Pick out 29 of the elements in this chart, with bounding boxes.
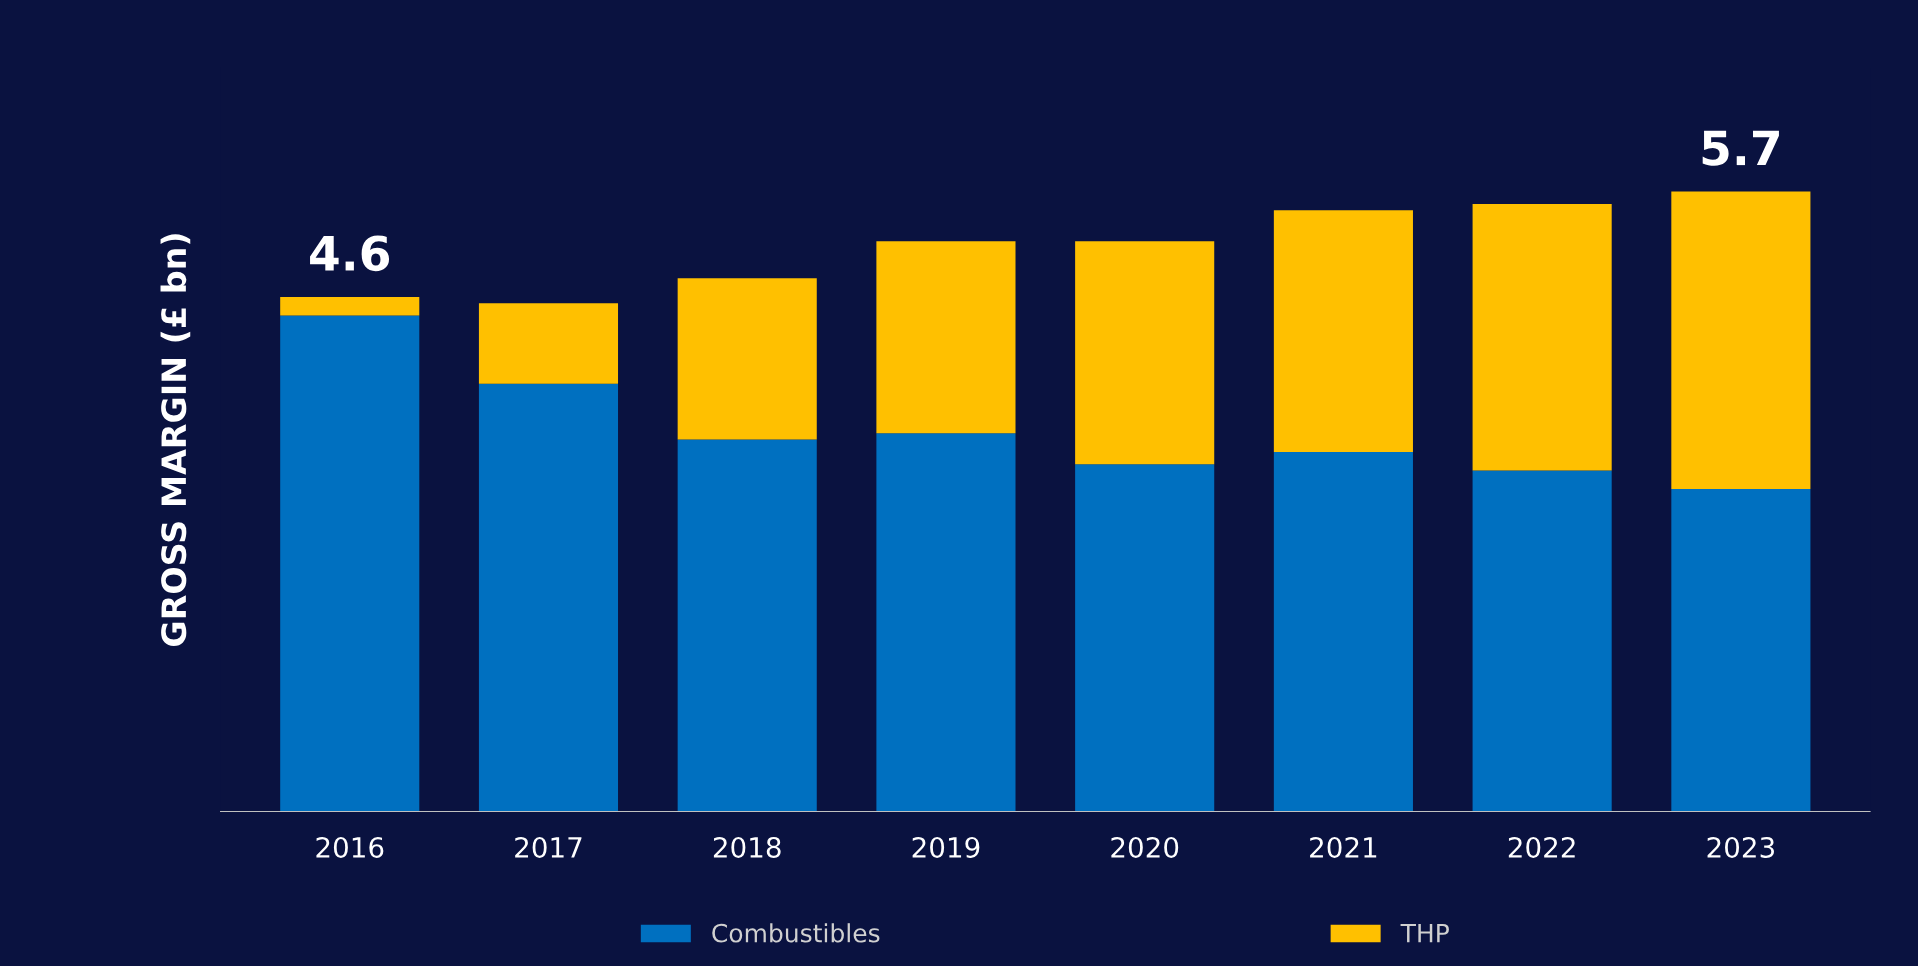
bar: [1273, 210, 1413, 452]
x-tick-label: 2020: [1111, 836, 1179, 858]
bar: [876, 433, 1016, 812]
x-tick-label: 2016: [316, 836, 384, 858]
bar: [478, 303, 619, 384]
bar: [280, 315, 420, 812]
bar: [1671, 191, 1811, 490]
bar: [1075, 464, 1215, 812]
bar: [1472, 203, 1612, 471]
bar: [1273, 451, 1413, 812]
x-tick-label: 2023: [1707, 836, 1774, 858]
bar: [1671, 489, 1811, 812]
bar: [677, 439, 817, 812]
x-tick-label: 2019: [912, 836, 980, 858]
bar: [478, 383, 619, 812]
x-tick-label: 2018: [713, 836, 781, 858]
legend-label: Combustibles: [712, 923, 880, 943]
y-axis-title: GROSS MARGIN (£ bn): [160, 234, 191, 646]
x-tick-label: 2017: [515, 836, 582, 858]
bar: [677, 278, 817, 440]
annotation: 5.7: [1702, 130, 1779, 166]
x-tick-label: 2022: [1508, 836, 1575, 858]
bar: [1075, 241, 1215, 465]
bar: [1472, 470, 1612, 812]
legend-label: THP: [1400, 923, 1449, 943]
annotation: 4.6: [310, 235, 390, 272]
x-tick-label: 2021: [1310, 836, 1377, 858]
bar: [876, 241, 1016, 434]
bar: [280, 296, 420, 316]
